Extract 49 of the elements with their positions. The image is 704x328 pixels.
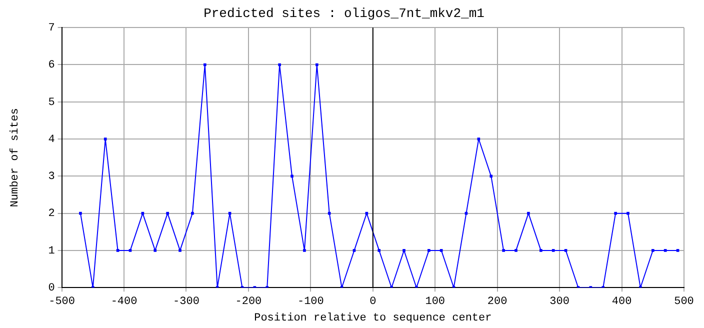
y-tick-label: 3	[48, 171, 55, 184]
x-tick-label: 300	[550, 296, 570, 308]
point	[527, 212, 530, 215]
y-tick-label: 6	[48, 60, 55, 72]
point	[552, 249, 555, 252]
x-tick-label: -200	[235, 296, 262, 308]
point	[352, 249, 356, 252]
x-axis-title: Position relative to sequence center	[254, 312, 492, 324]
x-tick-label: -500	[48, 296, 76, 308]
x-tick-label: 400	[612, 296, 632, 308]
point	[116, 249, 120, 252]
point	[490, 174, 493, 178]
y-tick-label: 4	[48, 134, 56, 146]
x-tick-label: 500	[674, 296, 694, 308]
point	[477, 138, 480, 140]
point	[278, 63, 281, 66]
x-tick-label: -100	[297, 296, 324, 308]
x-tick-label: 0	[370, 296, 376, 308]
y-tick-label: 2	[48, 208, 55, 220]
point	[440, 249, 443, 252]
x-tick-label: 100	[425, 296, 446, 308]
point	[154, 249, 157, 252]
y-axis-title: Number of sites	[10, 108, 22, 208]
point	[427, 249, 430, 252]
x-tick-label: -400	[110, 296, 138, 308]
point	[166, 212, 169, 215]
point	[328, 212, 331, 215]
point	[651, 249, 654, 252]
point	[539, 249, 542, 252]
y-tick-label: 5	[48, 96, 55, 109]
chart-title: Predicted sites : oligos_7nt_mkv2_m1	[204, 6, 485, 22]
point	[315, 63, 318, 66]
x-tick-label: 200	[487, 296, 508, 308]
point	[614, 212, 617, 215]
point	[378, 249, 381, 252]
point	[626, 212, 630, 215]
y-tick-label: 7	[48, 22, 55, 35]
point	[191, 212, 194, 215]
point	[128, 249, 132, 252]
point	[290, 174, 294, 178]
point	[79, 212, 82, 215]
point	[676, 249, 680, 252]
y-tick-label: 0	[48, 282, 55, 295]
point	[104, 138, 107, 140]
point	[203, 63, 206, 66]
x-tick-label: -300	[173, 296, 200, 308]
y-tick-label: 1	[48, 245, 56, 258]
point	[664, 249, 667, 252]
point	[564, 249, 568, 252]
